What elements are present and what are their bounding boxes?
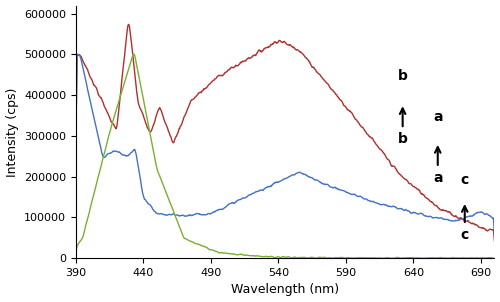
Text: b: b — [398, 108, 407, 146]
Text: c: c — [460, 173, 469, 187]
Y-axis label: Intensity (cps): Intensity (cps) — [6, 87, 18, 177]
Text: c: c — [460, 206, 469, 242]
Text: a: a — [433, 147, 442, 185]
X-axis label: Wavelength (nm): Wavelength (nm) — [231, 284, 340, 297]
Text: a: a — [433, 110, 442, 124]
Text: b: b — [398, 69, 407, 83]
